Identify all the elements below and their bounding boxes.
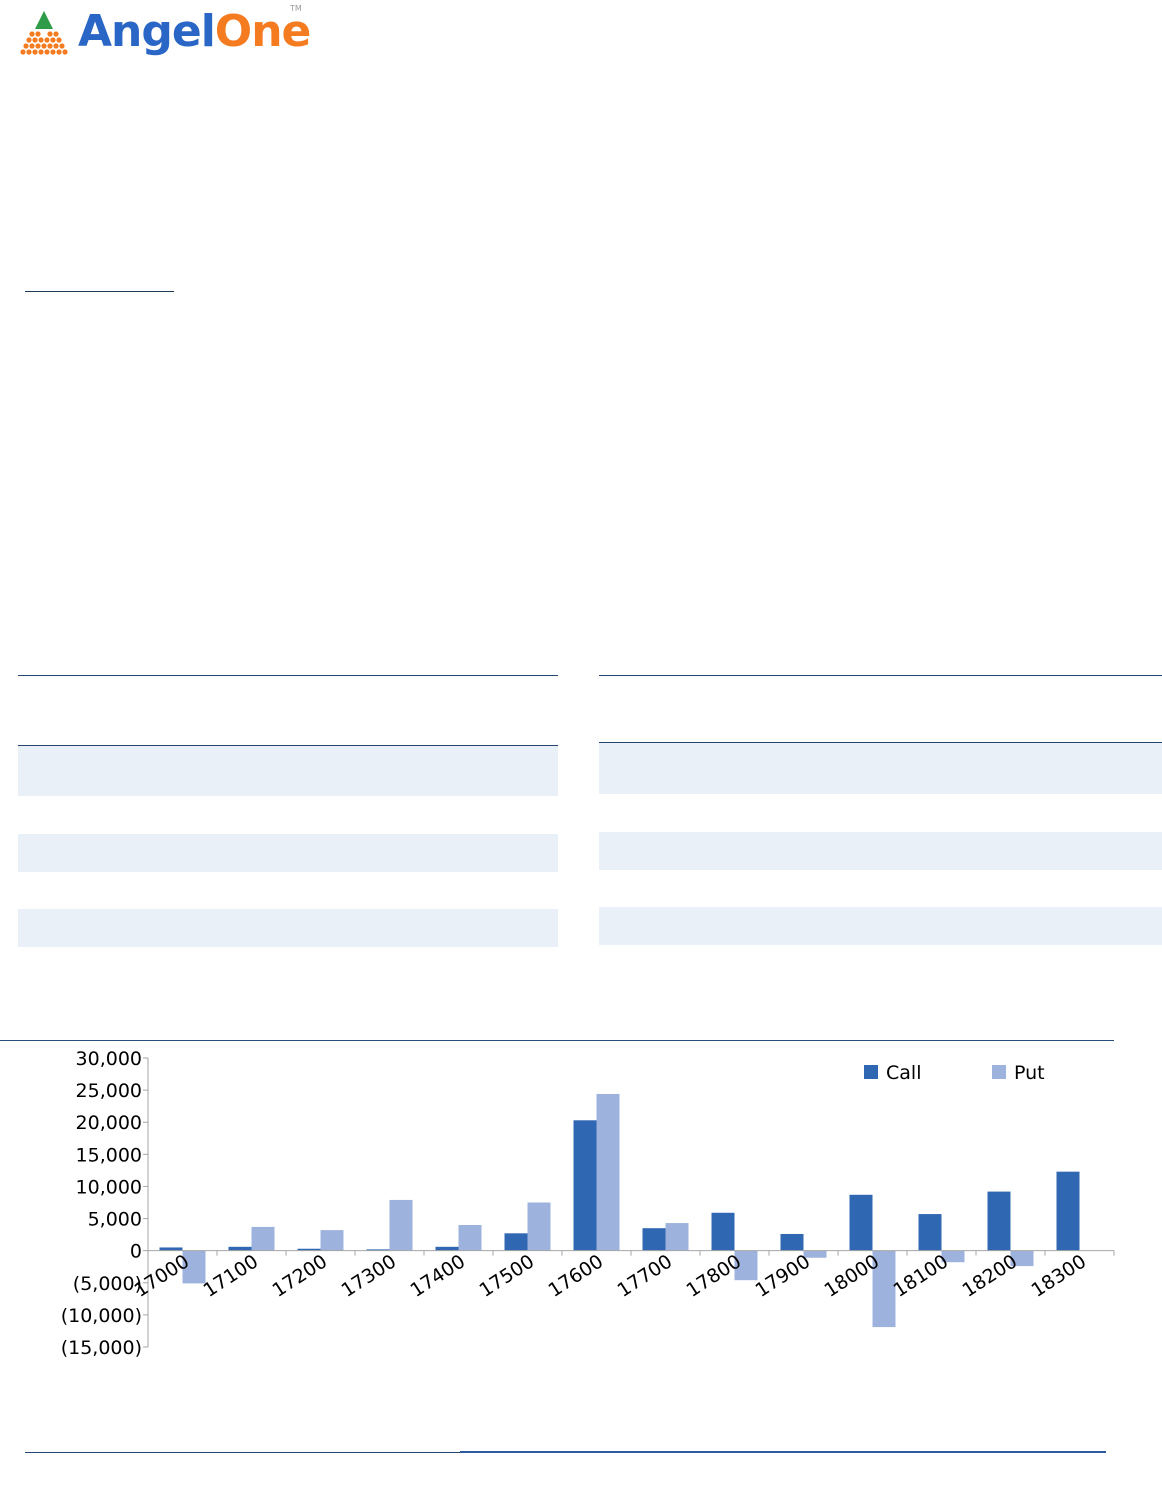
- oi-change-bar-chart: 30,000 25,000 20,000 15,000 10,000 5,000 0 (5,0…: [61, 1048, 1115, 1359]
- bar-put-17600: [596, 1093, 620, 1251]
- x-tick-label: 18300: [1028, 1250, 1091, 1301]
- chart-bottom-accent-rule: [460, 1451, 1106, 1453]
- y-tick-label: 25,000: [76, 1080, 142, 1102]
- y-tick-label: (15,000): [61, 1337, 142, 1359]
- bar-call-18300: [1056, 1171, 1080, 1251]
- bar-put-17800: [734, 1250, 758, 1281]
- bar-put-18200: [1010, 1250, 1034, 1267]
- y-tick-label: 15,000: [76, 1144, 142, 1166]
- left-table-header-rule: [18, 745, 558, 746]
- trademark-mark: TM: [290, 4, 302, 13]
- bar-call-17800: [711, 1212, 735, 1251]
- legend-swatch-call: [864, 1065, 878, 1079]
- y-tick-label: 20,000: [76, 1112, 142, 1134]
- y-tick-label: 5,000: [88, 1209, 142, 1231]
- right-table: [599, 675, 1162, 945]
- y-tick-label: (5,000): [73, 1273, 142, 1295]
- left-table-top-rule: [18, 675, 558, 676]
- wordmark-one: One: [214, 6, 312, 57]
- bar-put-17300: [389, 1199, 413, 1251]
- bar-put-18000: [872, 1250, 896, 1328]
- left-table: [18, 675, 558, 947]
- x-tick-label: 17200: [269, 1250, 332, 1301]
- angelone-logo[interactable]: AngelOne: [18, 2, 311, 62]
- bar-put-18100: [941, 1250, 965, 1263]
- legend-label-call: Call: [886, 1062, 921, 1084]
- bar-put-17900: [803, 1250, 827, 1258]
- angelone-wordmark: AngelOne: [78, 10, 311, 54]
- chart-bottom-rule: [25, 1452, 460, 1453]
- wordmark-angel: Angel: [78, 6, 216, 57]
- chart-top-rule: [0, 1040, 1114, 1041]
- bar-put-17400: [458, 1224, 482, 1251]
- bar-put-17700: [665, 1223, 689, 1251]
- right-table-header-rule: [599, 742, 1162, 743]
- bar-put-17500: [527, 1202, 551, 1251]
- angelone-logo-icon: [20, 11, 68, 55]
- bar-call-17300: [366, 1249, 390, 1251]
- x-tick-label: 18100: [890, 1250, 953, 1301]
- left-table-row-stripe: [18, 834, 558, 872]
- right-table-row-stripe: [599, 832, 1162, 870]
- right-table-top-rule: [599, 675, 1162, 676]
- bar-call-17000: [159, 1247, 183, 1251]
- bar-call-17200: [297, 1248, 321, 1251]
- y-tick-label: (10,000): [61, 1305, 142, 1327]
- legend-swatch-put: [992, 1065, 1006, 1079]
- right-table-row-stripe: [599, 907, 1162, 945]
- bar-call-17900: [780, 1233, 804, 1251]
- bar-call-17500: [504, 1233, 528, 1251]
- section-heading-underline: [25, 291, 174, 292]
- left-table-row-stripe: [18, 746, 558, 796]
- x-tick-label: 17700: [614, 1250, 677, 1301]
- bar-call-18000: [849, 1194, 873, 1251]
- x-tick-label: 18200: [959, 1250, 1022, 1301]
- y-tick-label: 10,000: [76, 1176, 142, 1198]
- x-tick-label: 17300: [338, 1250, 401, 1301]
- bar-call-18200: [987, 1191, 1011, 1251]
- y-tick-label: 30,000: [76, 1048, 142, 1070]
- bar-put-17100: [251, 1226, 275, 1251]
- bar-call-18100: [918, 1214, 942, 1251]
- x-tick-label: 17100: [200, 1250, 263, 1301]
- left-table-row-stripe: [18, 909, 558, 947]
- bar-call-17100: [228, 1246, 252, 1251]
- right-table-row-stripe: [599, 743, 1162, 794]
- bar-call-17700: [642, 1228, 666, 1251]
- y-tick-label: 0: [130, 1241, 142, 1263]
- bar-put-17200: [320, 1230, 344, 1251]
- x-tick-label: 17600: [545, 1250, 608, 1301]
- x-tick-label: 17400: [407, 1250, 470, 1301]
- bar-put-17000: [182, 1250, 206, 1284]
- legend-label-put: Put: [1014, 1062, 1045, 1084]
- bar-call-17600: [573, 1120, 597, 1251]
- x-tick-label: 17500: [476, 1250, 539, 1301]
- bar-call-17400: [435, 1246, 459, 1251]
- x-tick-label: 17900: [752, 1250, 815, 1301]
